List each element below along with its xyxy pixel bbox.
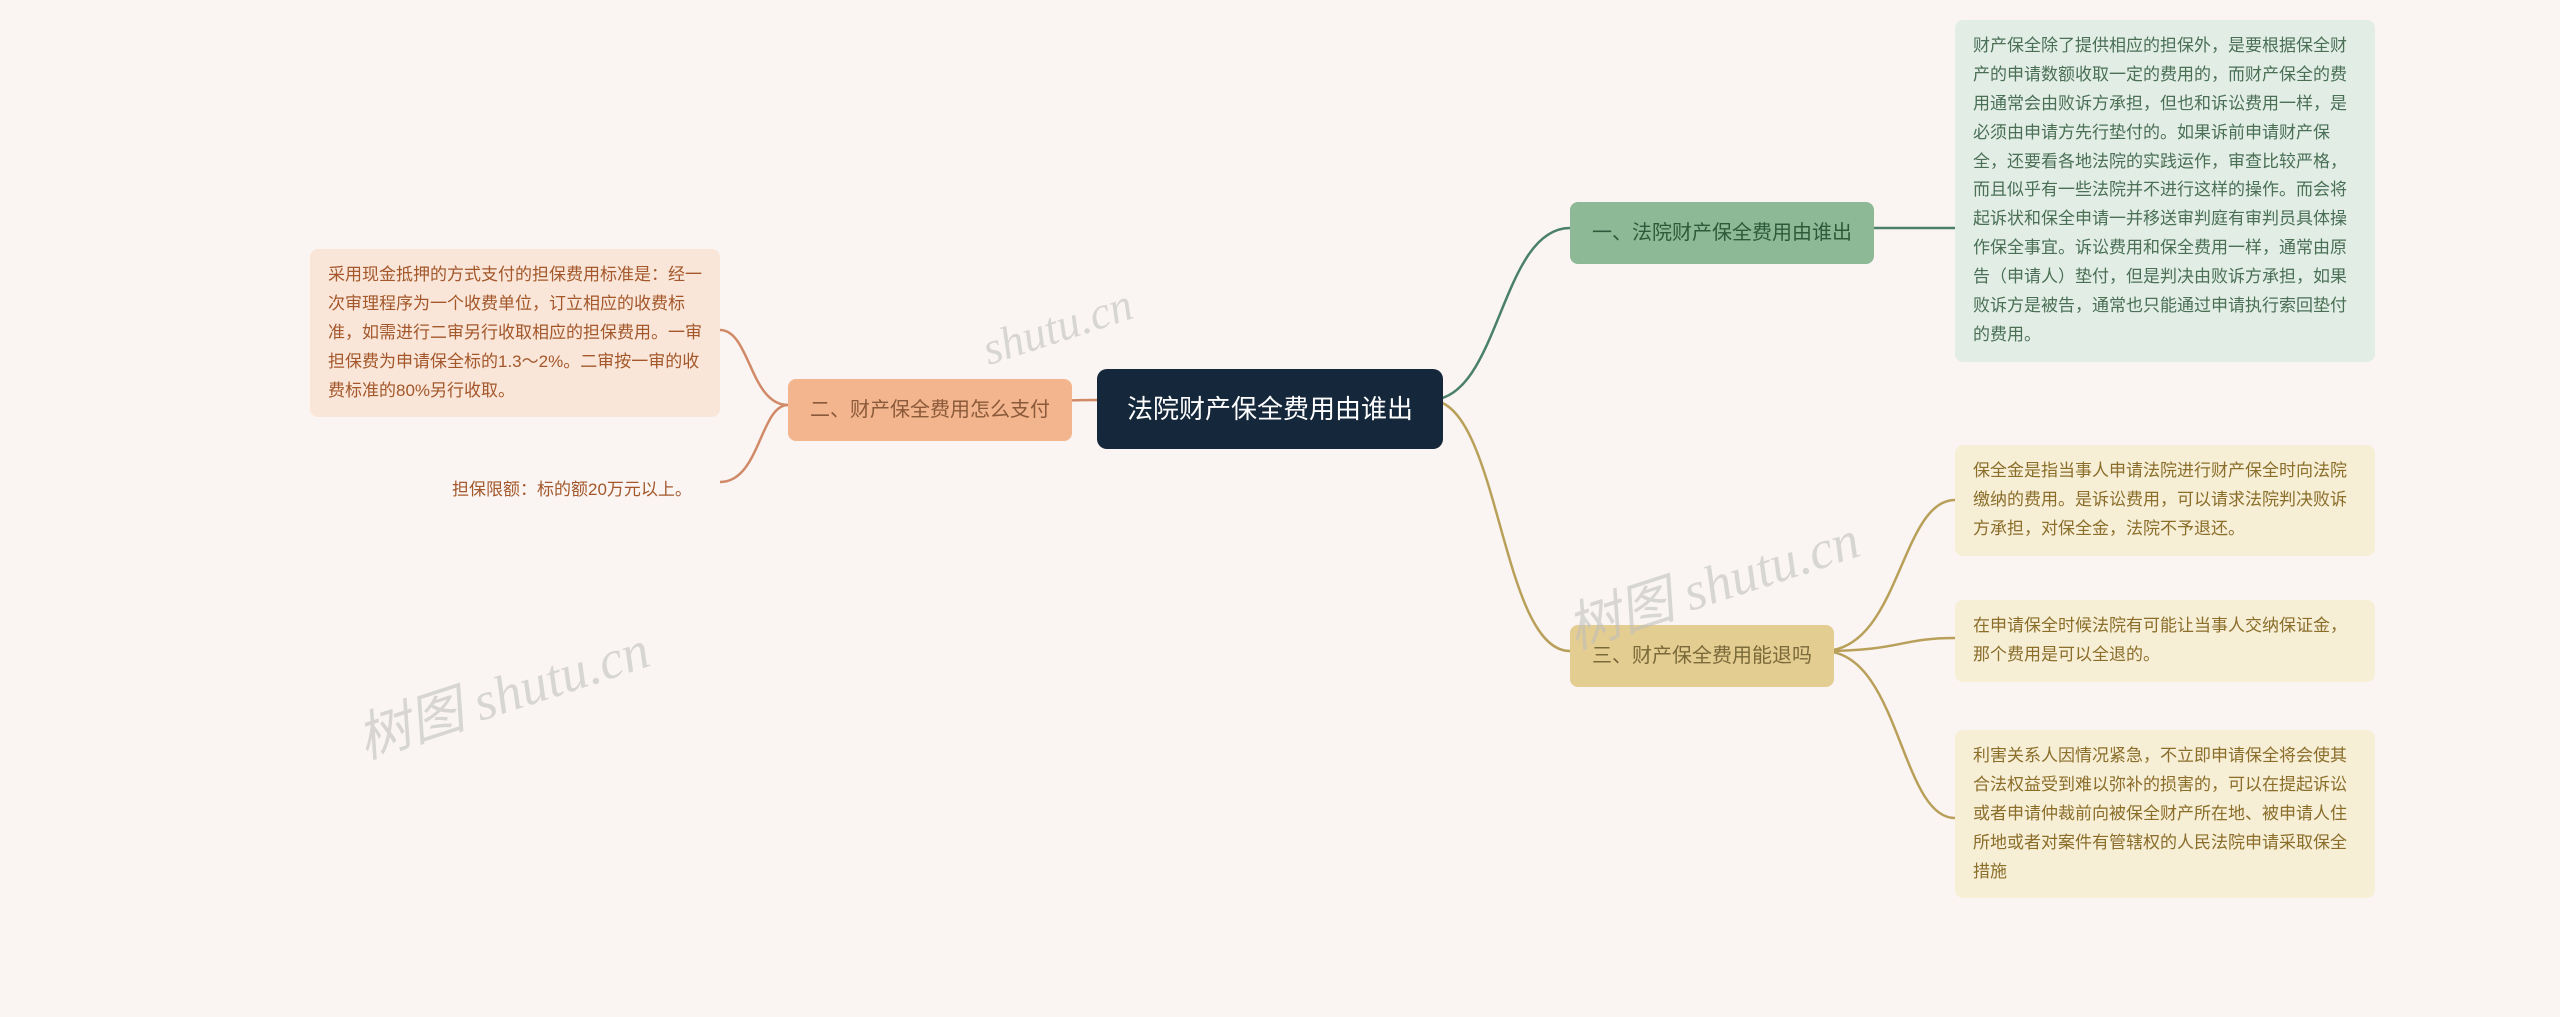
branch-2-leaf-2: 担保限额：标的额20万元以上。 bbox=[434, 468, 710, 513]
branch-1-leaf-1: 财产保全除了提供相应的担保外，是要根据保全财产的申请数额收取一定的费用的，而财产… bbox=[1955, 20, 2375, 362]
branch-3-leaf-3: 利害关系人因情况紧急，不立即申请保全将会使其合法权益受到难以弥补的损害的，可以在… bbox=[1955, 730, 2375, 898]
branch-3-leaf-2: 在申请保全时候法院有可能让当事人交纳保证金，那个费用是可以全退的。 bbox=[1955, 600, 2375, 682]
branch-3: 三、财产保全费用能退吗 bbox=[1570, 625, 1834, 687]
center-node: 法院财产保全费用由谁出 bbox=[1097, 369, 1443, 449]
branch-3-leaf-1: 保全金是指当事人申请法院进行财产保全时向法院缴纳的费用。是诉讼费用，可以请求法院… bbox=[1955, 445, 2375, 556]
branch-2-leaf-1: 采用现金抵押的方式支付的担保费用标准是：经一次审理程序为一个收费单位，订立相应的… bbox=[310, 249, 720, 417]
watermark-1: 树图 shutu.cn bbox=[345, 605, 658, 774]
watermark-3: shutu.cn bbox=[976, 277, 1139, 375]
branch-1: 一、法院财产保全费用由谁出 bbox=[1570, 202, 1874, 264]
branch-2: 二、财产保全费用怎么支付 bbox=[788, 379, 1072, 441]
